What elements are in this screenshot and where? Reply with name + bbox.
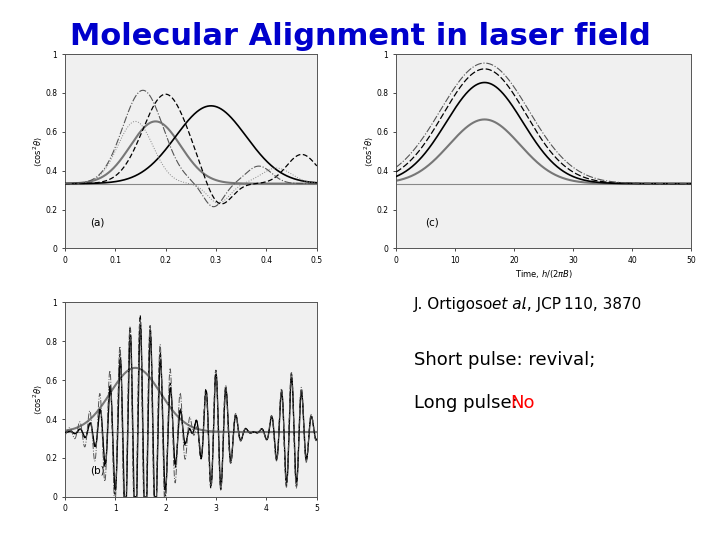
Text: (b): (b) (90, 465, 104, 476)
Text: Molecular Alignment in laser field: Molecular Alignment in laser field (70, 22, 650, 51)
Text: (c): (c) (426, 217, 439, 227)
Text: ., JCP 110, 3870: ., JCP 110, 3870 (522, 297, 642, 312)
Text: J. Ortigoso: J. Ortigoso (414, 297, 498, 312)
X-axis label: Time, $h/(2\pi B)$: Time, $h/(2\pi B)$ (515, 268, 572, 280)
Y-axis label: $\langle\cos^2\!\theta\rangle$: $\langle\cos^2\!\theta\rangle$ (362, 136, 375, 167)
Y-axis label: $\langle\cos^2\!\theta\rangle$: $\langle\cos^2\!\theta\rangle$ (31, 384, 44, 415)
Text: No: No (510, 394, 535, 412)
Text: et al: et al (492, 297, 526, 312)
Text: Short pulse: revival;: Short pulse: revival; (414, 351, 595, 369)
Text: (a): (a) (90, 217, 104, 227)
Y-axis label: $\langle\cos^2\!\theta\rangle$: $\langle\cos^2\!\theta\rangle$ (31, 136, 44, 167)
Text: Long pulse:: Long pulse: (414, 394, 523, 412)
